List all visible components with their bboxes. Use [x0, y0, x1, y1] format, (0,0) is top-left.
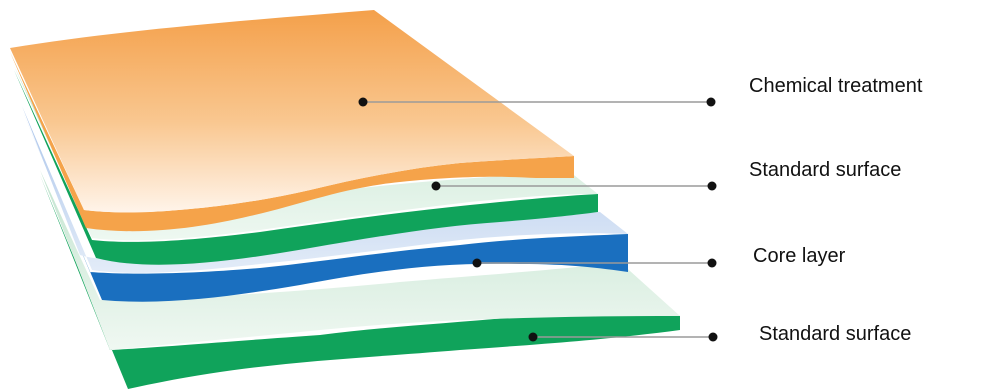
callout-upper-standard-surface: Standard surface	[431, 159, 901, 191]
bottom-standard-surface-edge	[40, 175, 680, 389]
callout-lower-standard-surface: Standard surface	[528, 323, 911, 345]
anchor-dot-lower-standard-surface	[528, 332, 538, 342]
bottom-standard-surface-face	[40, 170, 680, 350]
label-upper-standard-surface: Standard surface	[749, 159, 901, 181]
upper-standard-surface-layer	[14, 66, 598, 265]
chemical-treatment-face	[10, 10, 574, 213]
anchor-dot-upper-standard-surface	[431, 181, 441, 191]
label-lower-standard-surface: Standard surface	[759, 323, 911, 345]
end-dot-upper-standard-surface	[707, 181, 717, 191]
end-dot-core-layer	[707, 258, 717, 268]
anchor-dot-chemical-treatment	[358, 97, 368, 107]
anchor-dot-core-layer	[472, 258, 482, 268]
chemical-treatment-edge	[10, 52, 574, 232]
upper-standard-surface-edge	[14, 70, 598, 265]
end-dot-lower-standard-surface	[708, 332, 718, 342]
bottom-standard-surface-layer	[40, 170, 680, 389]
chemical-treatment-layer	[10, 10, 574, 232]
end-dot-chemical-treatment	[706, 97, 716, 107]
label-core-layer: Core layer	[753, 245, 846, 267]
callout-chemical-treatment: Chemical treatment	[358, 75, 923, 107]
core-layer-edge	[22, 110, 628, 302]
core-layer	[22, 106, 628, 302]
core-layer-face	[22, 106, 628, 273]
upper-standard-surface-face	[14, 66, 598, 241]
callout-core-layer: Core layer	[472, 245, 846, 268]
label-chemical-treatment: Chemical treatment	[749, 75, 923, 97]
